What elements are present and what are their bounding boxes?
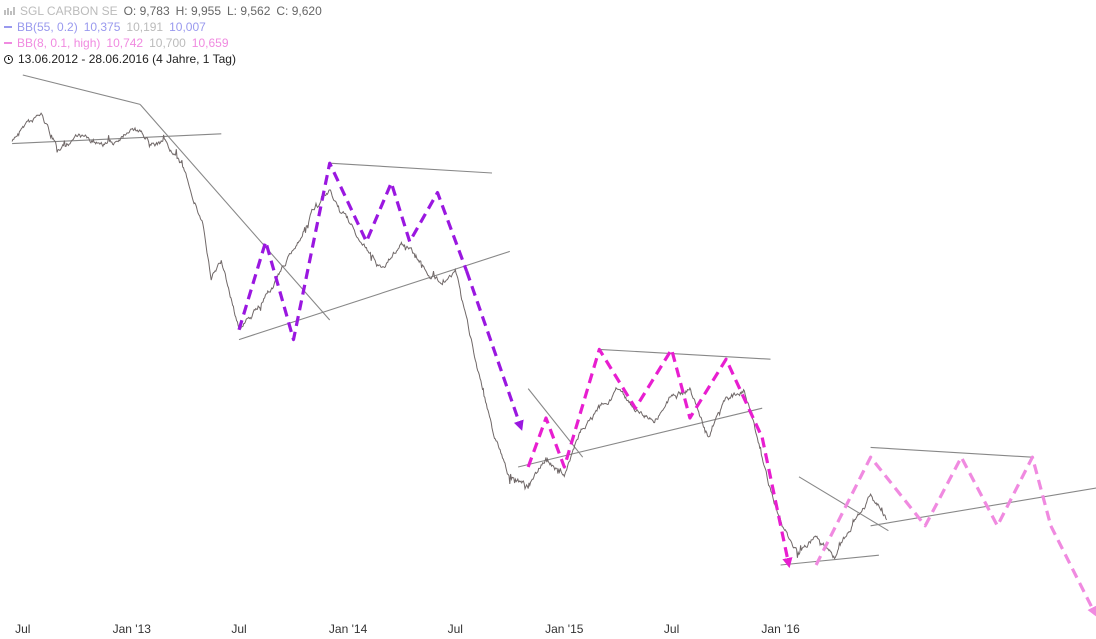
legend-row-bb1: BB(55, 0.2) 10,375 10,191 10,007 xyxy=(4,19,328,35)
bb1-lower-value: 10,007 xyxy=(169,20,206,34)
legend-close: C: 9,620 xyxy=(276,4,322,18)
legend-high: H: 9,955 xyxy=(175,4,221,18)
bb1-swatch xyxy=(4,26,12,28)
bb2-mid-value: 10,700 xyxy=(149,36,186,50)
legend-open: O: 9,783 xyxy=(123,4,170,18)
legend-symbol-name: SGL CARBON SE xyxy=(20,4,118,18)
trendline-8 xyxy=(599,348,771,360)
projection-path-6 xyxy=(1049,525,1096,617)
price-layer xyxy=(11,112,888,560)
trendline-11 xyxy=(870,446,1033,458)
legend-row-range: 13.06.2012 - 28.06.2016 (4 Jahre, 1 Tag) xyxy=(4,51,328,67)
legend: SGL CARBON SE O: 9,783 H: 9,955 L: 9,562… xyxy=(4,3,328,67)
x-tick-label: Jan '13 xyxy=(113,622,152,636)
trendline-12 xyxy=(870,487,1096,527)
projection-path-2 xyxy=(465,270,524,431)
legend-row-symbol: SGL CARBON SE O: 9,783 H: 9,955 L: 9,562… xyxy=(4,3,328,19)
projection-layer xyxy=(237,161,1096,617)
bb1-label: BB(55, 0.2) xyxy=(17,20,78,34)
projection-path-1 xyxy=(237,161,469,342)
x-tick-label: Jul xyxy=(448,622,463,636)
trendline-1 xyxy=(12,133,222,145)
x-tick-label: Jul xyxy=(664,622,679,636)
trendline-10 xyxy=(798,476,889,532)
trendline-2 xyxy=(22,74,141,105)
bb2-lower-value: 10,659 xyxy=(191,36,229,50)
x-tick-label: Jan '16 xyxy=(761,622,800,636)
date-range: 13.06.2012 - 28.06.2016 (4 Jahre, 1 Tag) xyxy=(18,52,236,66)
legend-row-bb2: BB(8, 0.1, high) 10,742 10,700 10,659 xyxy=(4,35,328,51)
trendline-layer xyxy=(12,74,1096,566)
trendline-3 xyxy=(139,104,331,321)
trendline-9 xyxy=(780,554,879,566)
projection-path-4 xyxy=(760,437,793,569)
trendline-6 xyxy=(517,407,763,468)
trendline-5 xyxy=(329,162,493,174)
x-axis: Jul Jan '13 Jul Jan '14 Jul Jan '15 Jul Jan '16 xyxy=(15,622,800,636)
x-tick-label: Jan '14 xyxy=(329,622,368,636)
price-line xyxy=(11,112,888,560)
bb1-upper-value: 10,375 xyxy=(83,20,121,34)
bb2-upper-value: 10,742 xyxy=(106,36,144,50)
x-tick-label: Jul xyxy=(231,622,246,636)
x-tick-label: Jul xyxy=(15,622,30,636)
projection-path-3 xyxy=(526,347,764,469)
clock-icon xyxy=(4,54,13,64)
bb2-label: BB(8, 0.1, high) xyxy=(17,36,101,50)
chart-icon xyxy=(4,7,15,15)
bb2-swatch xyxy=(4,42,12,44)
legend-low: L: 9,562 xyxy=(227,4,271,18)
trendline-7 xyxy=(527,388,584,458)
x-tick-label: Jan '15 xyxy=(545,622,584,636)
bb1-mid-value: 10,191 xyxy=(126,20,164,34)
projection-path-5 xyxy=(814,455,1053,566)
